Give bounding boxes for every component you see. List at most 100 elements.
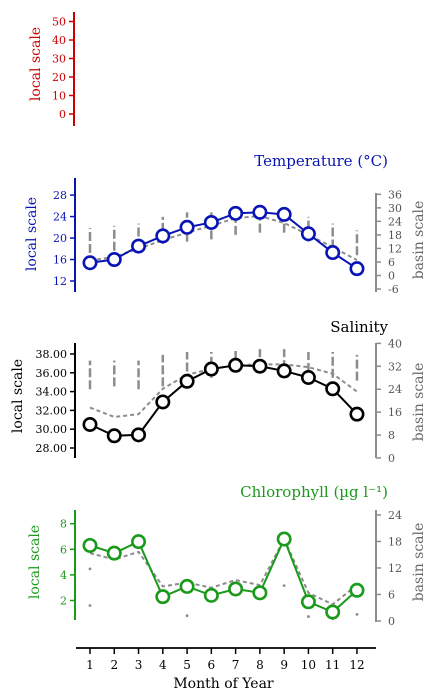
temperature-local-point [155, 228, 171, 244]
x-tick-label: 12 [349, 658, 364, 672]
salinity-local-point [106, 428, 122, 444]
chlorophyll-y-tick-label: 6 [60, 543, 67, 556]
chlorophyll-basin-dot [88, 604, 92, 607]
extra-y-tick-label: 50 [52, 16, 66, 29]
chlorophyll-y-tick-label: 4 [60, 569, 67, 582]
temperature-local-point [325, 245, 341, 261]
temperature-title: Temperature (°C) [254, 152, 388, 170]
x-axis-title: Month of Year [173, 676, 274, 692]
chlorophyll-local-point [131, 534, 147, 550]
chlorophyll-y2-tick-label: 24 [388, 509, 402, 522]
extra-y-tick-label: 20 [52, 71, 66, 84]
extra-y-tick-label: 30 [52, 53, 66, 66]
chlorophyll-y2-tick-label: 0 [388, 615, 395, 628]
temperature-y-tick-label: 24 [53, 211, 67, 224]
temperature-y2-tick-label: 30 [388, 202, 402, 215]
temperature-local-point [252, 204, 268, 220]
chlorophyll-y-tick-label: 8 [60, 518, 67, 531]
chlorophyll-basin-dot [282, 584, 286, 588]
chlorophyll-local-point [106, 545, 122, 561]
temperature-y2-tick-label: -6 [388, 283, 399, 296]
x-tick-label: 10 [301, 658, 316, 672]
temperature-y-axis-title: local scale [24, 197, 40, 271]
temperature-local-point [179, 219, 195, 235]
chlorophyll-local-point [203, 587, 219, 603]
x-tick-label: 5 [183, 658, 191, 672]
salinity-local-line [89, 364, 358, 437]
temperature-y-tick-label: 28 [53, 189, 67, 202]
extra-y-axis-title: local scale [28, 27, 44, 101]
salinity-y2-tick-label: 24 [388, 383, 402, 396]
salinity-local-point [349, 406, 365, 422]
chlorophyll-basin-mean-line [89, 536, 358, 606]
temperature-y-tick-label: 20 [53, 232, 67, 245]
chlorophyll-local-point [82, 537, 98, 553]
temperature-y2-tick-label: 18 [388, 229, 402, 242]
salinity-local-point [252, 358, 268, 374]
temperature-y2-tick-label: 36 [388, 188, 402, 201]
salinity-local-point [300, 369, 316, 385]
salinity-y-axis-title: local scale [10, 359, 26, 433]
chlorophyll-y-tick-label: 2 [60, 595, 67, 608]
temperature-local-point [300, 226, 316, 242]
x-tick-label: 8 [256, 658, 264, 672]
chlorophyll-local-point [300, 594, 316, 610]
x-tick-label: 4 [159, 658, 167, 672]
chlorophyll-local-point [252, 585, 268, 601]
extra-y-tick-label: 10 [52, 90, 66, 103]
temperature-local-point [131, 238, 147, 254]
salinity-y-tick-label: 32.00 [36, 404, 68, 417]
salinity-y2-tick-label: 40 [388, 337, 402, 350]
salinity-y2-tick-label: 8 [388, 429, 395, 442]
extra-y-tick-label: 0 [59, 108, 66, 121]
chlorophyll-y2-axis-title: basin scale [411, 523, 427, 602]
x-tick-label: 3 [135, 658, 143, 672]
temperature-y-tick-label: 12 [53, 275, 67, 288]
chlorophyll-title: Chlorophyll (µg l⁻¹) [240, 483, 388, 501]
salinity-basin-mean-line [89, 363, 358, 419]
salinity-y-tick-label: 38.00 [36, 348, 68, 361]
temperature-local-line [89, 211, 358, 270]
salinity-y-tick-label: 36.00 [36, 367, 68, 380]
x-tick-label: 2 [110, 658, 118, 672]
chlorophyll-local-point [325, 604, 341, 620]
x-tick-label: 1 [86, 658, 94, 672]
salinity-local-point [131, 427, 147, 443]
salinity-y2-axis-title: basin scale [411, 363, 427, 442]
temperature-y2-tick-label: 6 [388, 256, 395, 269]
salinity-y-tick-label: 30.00 [36, 423, 68, 436]
chlorophyll-local-line [89, 536, 358, 614]
temperature-basin-mean-line [89, 215, 358, 262]
salinity-y-tick-label: 34.00 [36, 386, 68, 399]
chlorophyll-basin-dot [185, 614, 189, 618]
salinity-y2-tick-label: 16 [388, 406, 402, 419]
salinity-y2-tick-label: 32 [388, 360, 402, 373]
salinity-y-tick-label: 28.00 [36, 442, 68, 455]
chlorophyll-y2-tick-label: 18 [388, 535, 402, 548]
x-tick-label: 11 [325, 658, 340, 672]
chlorophyll-local-point [228, 581, 244, 597]
salinity-local-point [155, 394, 171, 410]
chlorophyll-local-point [155, 589, 171, 605]
salinity-local-point [276, 363, 292, 379]
salinity-y2-tick-label: 0 [388, 452, 395, 465]
chlorophyll-local-point [276, 531, 292, 547]
temperature-y2-tick-label: 0 [388, 270, 395, 283]
salinity-title: Salinity [330, 318, 388, 336]
salinity-local-point [228, 357, 244, 373]
chlorophyll-basin-dot [88, 567, 92, 571]
chlorophyll-basin-dot [307, 615, 310, 618]
chlorophyll-y2-tick-label: 12 [388, 562, 402, 575]
x-tick-label: 6 [208, 658, 216, 672]
chlorophyll-basin-dot [355, 612, 359, 616]
chlorophyll-y-axis-title: local scale [27, 525, 43, 599]
chlorophyll-local-point [349, 582, 365, 598]
temperature-local-point [349, 261, 365, 277]
salinity-local-point [179, 373, 195, 389]
chlorophyll-y2-tick-label: 6 [388, 588, 395, 601]
x-tick-label: 7 [232, 658, 240, 672]
temperature-y2-tick-label: 12 [388, 242, 402, 255]
salinity-local-point [203, 361, 219, 377]
